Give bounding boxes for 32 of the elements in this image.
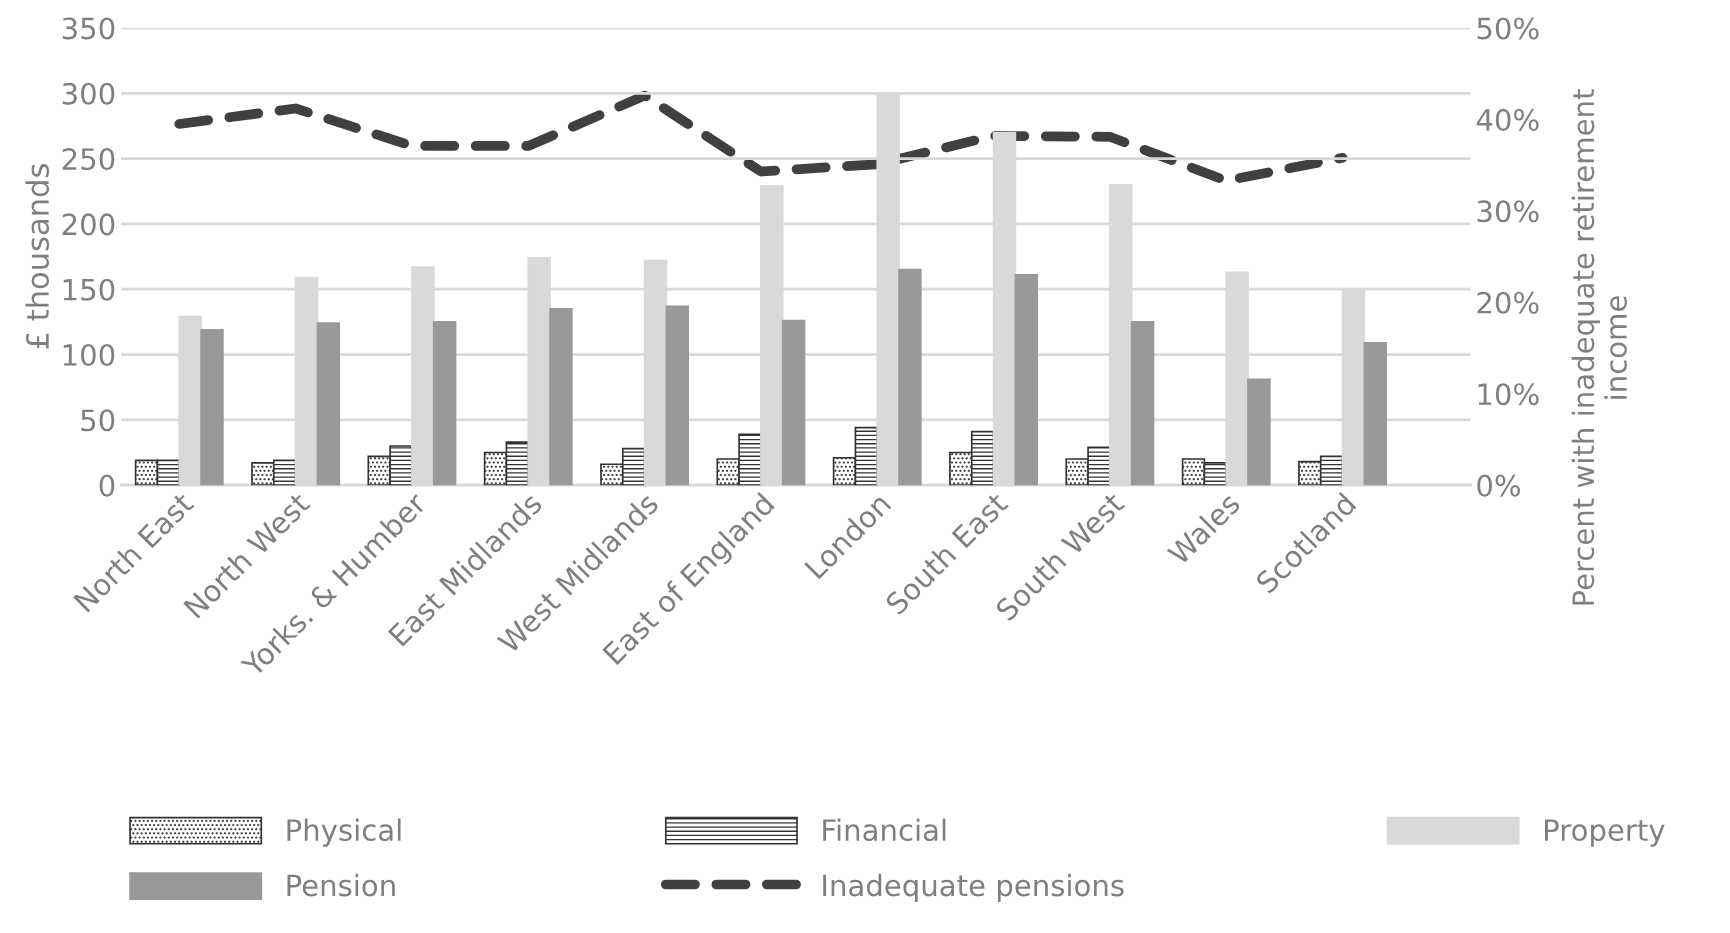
bar <box>549 307 573 486</box>
legend-label: Physical <box>287 818 401 847</box>
y2-tick-label: 10% <box>1478 383 1539 406</box>
bar <box>898 268 922 486</box>
y-tick-label: 50 <box>81 409 115 432</box>
y2-tick-label: 20% <box>1477 291 1539 314</box>
bar <box>1014 274 1039 486</box>
bar <box>781 319 806 486</box>
y2-tick-label: 0% <box>1477 474 1521 497</box>
y2-tick-label: 40% <box>1476 108 1539 131</box>
y-tick-label: 0 <box>99 474 115 497</box>
bar <box>316 322 341 486</box>
y-tick-label: 250 <box>62 148 115 171</box>
y-axis-title: £ thousands <box>25 164 50 349</box>
y-tick-label: 300 <box>62 82 115 105</box>
bar <box>1363 341 1387 486</box>
legend-label: Inadequate pensions <box>823 873 1124 903</box>
legend-label: Property <box>1545 819 1665 847</box>
bar <box>665 305 690 486</box>
legend-label: Pension <box>287 873 395 897</box>
bar <box>1130 321 1155 486</box>
y2-tick-label: 50% <box>1477 17 1539 40</box>
y-tick-label: 150 <box>63 278 115 301</box>
y2-tick-label: 30% <box>1477 200 1539 223</box>
bar <box>432 321 457 486</box>
bar <box>200 328 224 486</box>
y-tick-label: 350 <box>62 17 115 40</box>
y2-axis-title: Percent with inadequate retirement income <box>1571 89 1627 605</box>
bar <box>1247 378 1271 486</box>
y-tick-label: 200 <box>62 213 115 236</box>
y-tick-label: 100 <box>63 343 115 367</box>
legend-label: Financial <box>823 818 946 842</box>
